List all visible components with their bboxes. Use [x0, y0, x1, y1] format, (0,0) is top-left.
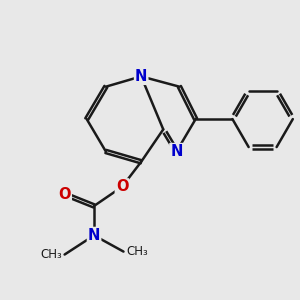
Text: CH₃: CH₃	[40, 248, 62, 261]
Text: CH₃: CH₃	[126, 245, 148, 258]
Text: N: N	[88, 228, 100, 243]
Text: N: N	[135, 69, 147, 84]
Text: O: O	[116, 179, 128, 194]
Text: O: O	[58, 187, 71, 202]
Text: N: N	[170, 144, 183, 159]
